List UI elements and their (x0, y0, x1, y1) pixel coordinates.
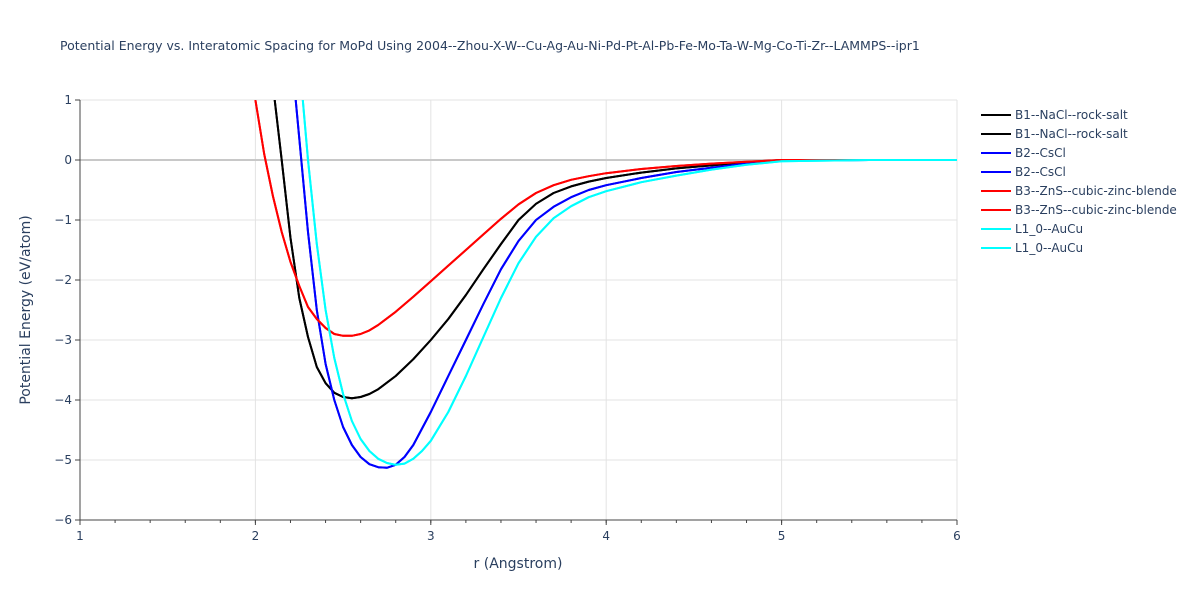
y-tick-label: −1 (54, 213, 72, 227)
y-tick-label: −3 (54, 333, 72, 347)
axes: 1 2 3 4 5 6 1 0 −1 −2 −3 −4 −5 −6 (54, 93, 961, 543)
x-axis-label: r (Angstrom) (474, 556, 563, 572)
chart-title: Potential Energy vs. Interatomic Spacing… (60, 38, 920, 53)
y-tick-label: 0 (64, 153, 72, 167)
x-tick-label: 4 (602, 529, 610, 543)
series-lines (254, 100, 957, 469)
legend: B1--NaCl--rock-salt B1--NaCl--rock-salt B2… (981, 108, 1177, 255)
legend-item-label: B3--ZnS--cubic-zinc-blende (1015, 203, 1177, 217)
legend-item-label: B2--CsCl (1015, 165, 1066, 179)
y-tick-label: −2 (54, 273, 72, 287)
series-line-b2-cscl (294, 100, 957, 469)
y-tick-label: −6 (54, 513, 72, 527)
series-line-b3-zns-cubic-zinc-blende (254, 100, 957, 337)
x-tick-label: 1 (76, 529, 84, 543)
legend-item-label: B2--CsCl (1015, 146, 1066, 160)
x-tick-label: 2 (252, 529, 260, 543)
y-tick-label: 1 (64, 93, 72, 107)
series-line-b1-nacl-rock-salt (273, 100, 957, 400)
grid (80, 99, 958, 520)
y-tick-label: −5 (54, 453, 72, 467)
legend-item-label: B3--ZnS--cubic-zinc-blende (1015, 184, 1177, 198)
series-line-l1-0-aucu (301, 100, 957, 466)
x-tick-label: 6 (953, 529, 961, 543)
legend-item-label: B1--NaCl--rock-salt (1015, 127, 1128, 141)
legend-item-label: B1--NaCl--rock-salt (1015, 108, 1128, 122)
y-tick-label: −4 (54, 393, 72, 407)
legend-item-label: L1_0--AuCu (1015, 222, 1083, 236)
x-tick-label: 3 (427, 529, 435, 543)
legend-item-label: L1_0--AuCu (1015, 241, 1083, 255)
y-axis-label: Potential Energy (eV/atom) (18, 215, 34, 404)
x-tick-label: 5 (778, 529, 786, 543)
